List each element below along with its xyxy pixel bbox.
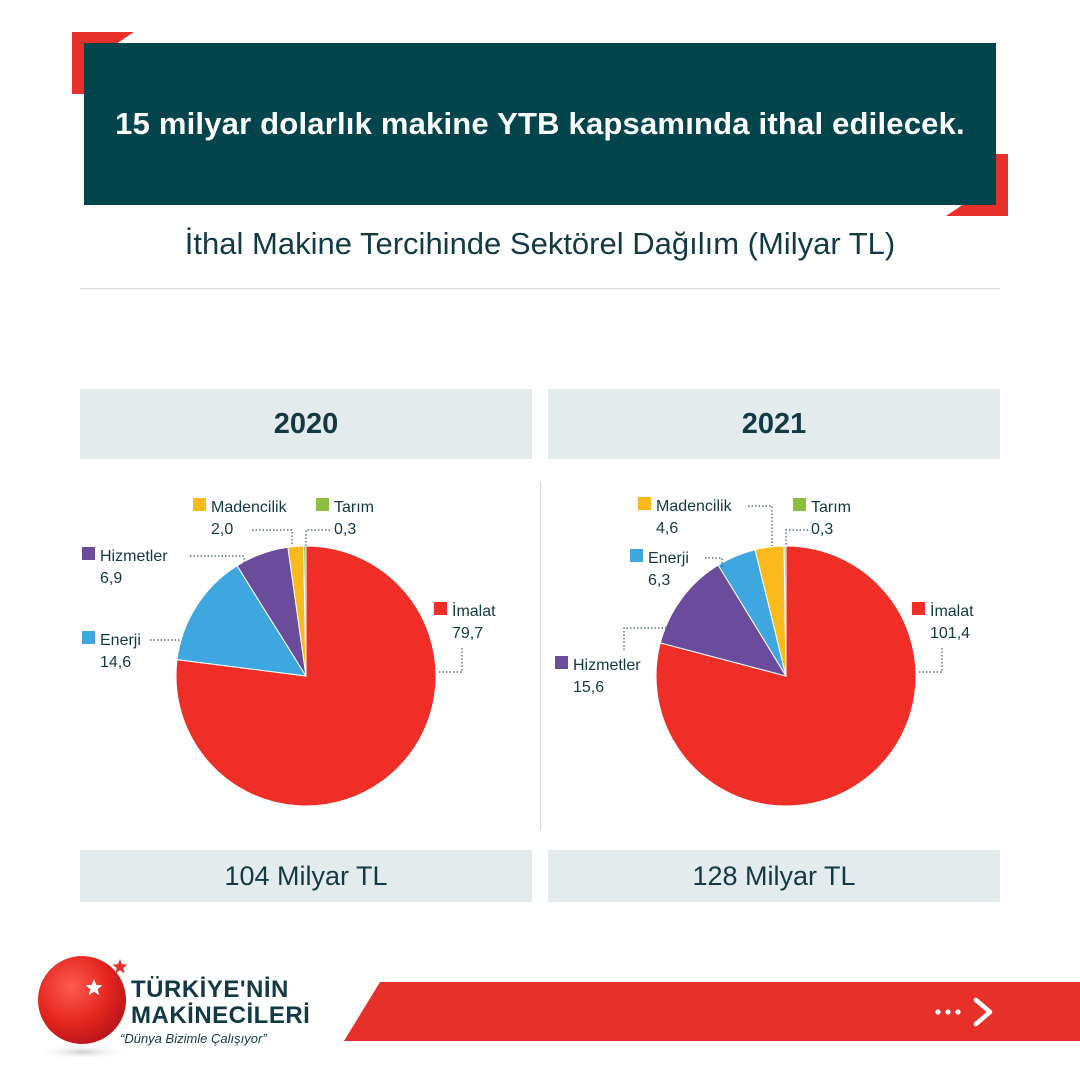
legend-swatch-2021-imalat (912, 602, 925, 615)
legend-swatch-2020-enerji (82, 631, 95, 644)
legend-swatch-2020-hizmetler (82, 547, 95, 560)
slice-value-2021-imalat: 101,4 (930, 625, 970, 642)
leader-line-2021-tarim (785, 529, 808, 546)
pie-labels: İmalat 79,7 Enerji 14,6 Hizmetler 6,9 Madencil… (82, 497, 974, 696)
pie-slice-2021-tarim (783, 545, 787, 677)
slice-label-2020-madencilik: Madencilik (211, 499, 288, 516)
leader-line-2020-madencilik (252, 529, 293, 546)
banner-corner-top-left (72, 32, 1008, 216)
footer-red-bar (344, 982, 1080, 1041)
slice-value-2021-hizmetler: 15,6 (573, 679, 604, 696)
legend-swatch-2020-tarim (316, 498, 329, 511)
slice-value-2020-tarim: 0,3 (334, 521, 356, 538)
leader-line-2020-imalat (438, 648, 463, 673)
slice-value-2020-madencilik: 2,0 (211, 521, 233, 538)
brand-name-line2: MAKİNECİLERİ (131, 1002, 311, 1029)
slice-value-2021-madencilik: 4,6 (656, 520, 678, 537)
brand-name-line1: TÜRKİYE'NİN (131, 976, 289, 1003)
leader-line-2020-tarim (305, 529, 330, 546)
slice-value-2021-enerji: 6,3 (648, 572, 670, 589)
logo-shadow (34, 1044, 130, 1060)
leader-line-2021-madencilik (748, 505, 773, 546)
slice-label-2021-imalat: İmalat (930, 601, 974, 620)
chart-subtitle: İthal Makine Tercihinde Sektörel Dağılım… (184, 226, 896, 261)
legend-swatch-2021-madencilik (638, 497, 651, 510)
slice-label-2020-enerji: Enerji (100, 632, 141, 649)
legend-swatch-2020-imalat (434, 602, 447, 615)
legend-swatch-2021-tarim (793, 498, 806, 511)
pie-slice-2021-hizmetler (659, 564, 788, 677)
slice-label-2021-enerji: Enerji (648, 550, 689, 567)
headline-title: 15 milyar dolarlık makine YTB kapsamında… (115, 106, 965, 141)
headline-banner: 15 milyar dolarlık makine YTB kapsamında… (84, 43, 996, 205)
legend-swatch-2020-madencilik (193, 498, 206, 511)
slice-label-2021-madencilik: Madencilik (656, 498, 733, 515)
logo-star-outer-icon (112, 959, 128, 974)
logo-ball (38, 956, 126, 1044)
pie-chart-2021 (655, 545, 917, 807)
panel-header-2021: 2021 (548, 389, 1000, 459)
slice-value-2020-imalat: 79,7 (452, 625, 483, 642)
legend-swatch-2021-hizmetler (555, 656, 568, 669)
slice-label-2020-hizmetler: Hizmetler (100, 548, 168, 565)
leader-line-2021-imalat (918, 648, 943, 673)
slice-label-2020-imalat: İmalat (452, 601, 496, 620)
arrow-right-icon (935, 997, 993, 1027)
total-2020: 104 Milyar TL (80, 850, 532, 902)
divider-line (80, 288, 1000, 289)
leader-line-2020-hizmetler (190, 555, 245, 566)
pie-slice-2020-enerji (176, 565, 307, 677)
logo-star-inner-icon (85, 979, 103, 996)
slice-value-2020-enerji: 14,6 (100, 654, 131, 671)
slice-label-2020-tarim: Tarım (334, 499, 374, 516)
slice-label-2021-hizmetler: Hizmetler (573, 657, 641, 674)
slice-label-2021-tarim: Tarım (811, 499, 851, 516)
pie-chart-2020 (175, 545, 437, 807)
total-2021: 128 Milyar TL (548, 850, 1000, 902)
panel-header-2020: 2020 (80, 389, 532, 459)
slice-value-2021-tarim: 0,3 (811, 521, 833, 538)
brand-slogan: “Dünya Bizimle Çalışıyor” (120, 1031, 267, 1046)
panel-divider (540, 482, 541, 830)
slice-value-2020-hizmetler: 6,9 (100, 570, 122, 587)
legend-swatch-2021-enerji (630, 549, 643, 562)
leader-line-2021-hizmetler (623, 627, 666, 650)
